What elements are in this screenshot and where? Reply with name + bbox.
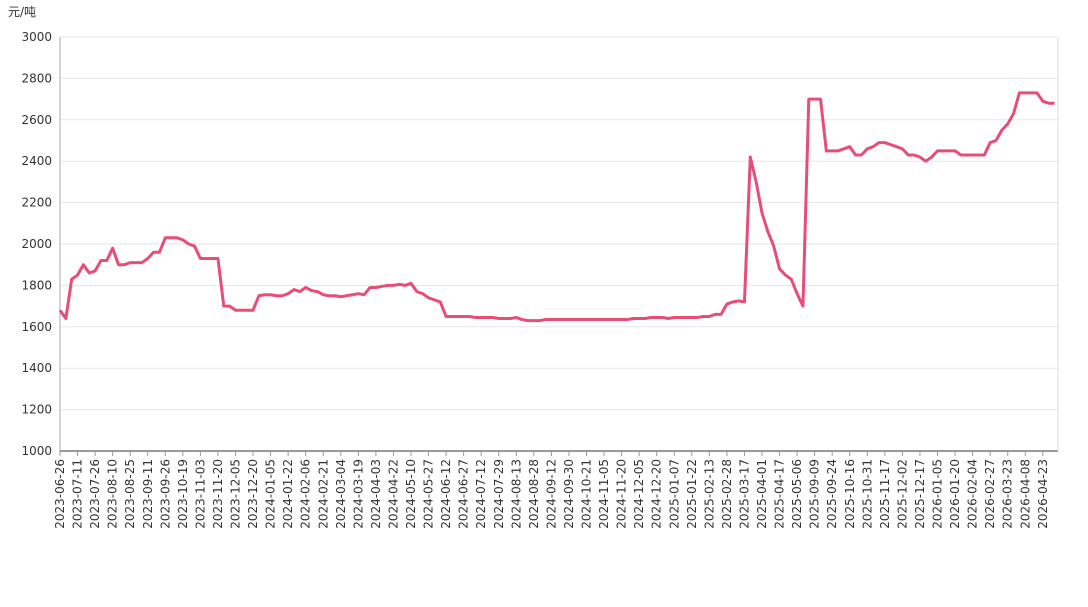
x-tick-label: 2025-09-09 [808,459,822,529]
x-tick-label: 2025-10-16 [843,459,857,529]
y-tick-label: 1200 [21,403,52,417]
x-tick-label: 2024-05-27 [422,459,436,529]
x-tick-label: 2024-08-13 [509,459,523,529]
x-tick-label: 2024-12-05 [632,459,646,529]
y-tick-label: 2000 [21,237,52,251]
x-tick-label: 2026-04-23 [1036,459,1050,529]
x-tick-label: 2024-02-21 [316,459,330,529]
x-tick-label: 2024-11-05 [597,459,611,529]
x-tick-label: 2024-06-12 [439,459,453,529]
x-tick-label: 2025-01-07 [667,459,681,529]
x-tick-label: 2023-08-25 [123,459,137,529]
y-tick-label: 2200 [21,196,52,210]
x-tick-label: 2024-03-19 [351,459,365,529]
x-tick-label: 2026-02-04 [966,459,980,529]
x-tick-label: 2025-03-17 [737,459,751,529]
x-tick-label: 2026-01-20 [948,459,962,529]
x-tick-label: 2025-11-17 [878,459,892,529]
x-tick-label: 2023-09-11 [141,459,155,529]
x-tick-label: 2023-11-20 [211,459,225,529]
x-tick-label: 2025-02-28 [720,459,734,529]
x-tick-label: 2023-09-26 [158,459,172,529]
y-tick-label: 1400 [21,361,52,375]
y-axis-label: 元/吨 [8,5,36,19]
x-tick-label: 2024-09-30 [562,459,576,529]
x-tick-label: 2026-03-23 [1001,459,1015,529]
x-tick-label: 2025-09-24 [825,459,839,529]
x-tick-label: 2026-01-05 [931,459,945,529]
x-tick-label: 2025-12-02 [895,459,909,529]
x-tick-label: 2024-12-20 [650,459,664,529]
x-tick-label: 2023-07-26 [88,459,102,529]
x-tick-label: 2025-10-31 [860,459,874,529]
x-tick-label: 2023-10-19 [176,459,190,529]
y-tick-label: 2400 [21,154,52,168]
x-tick-label: 2024-09-12 [544,459,558,529]
x-tick-label: 2024-03-04 [334,459,348,529]
y-tick-label: 2600 [21,113,52,127]
x-tick-label: 2024-10-21 [580,459,594,529]
x-tick-label: 2023-07-11 [71,459,85,529]
x-tick-label: 2023-12-20 [246,459,260,529]
x-tick-label: 2024-07-29 [492,459,506,529]
x-tick-label: 2026-04-08 [1018,459,1032,529]
line [58,91,1055,323]
x-tick-label: 2025-04-01 [755,459,769,529]
x-tick-label: 2023-06-26 [53,459,67,529]
y-tick-label: 1600 [21,320,52,334]
y-tick-label: 3000 [21,30,52,44]
x-tick-label: 2025-05-06 [790,459,804,529]
x-tick-label: 2024-01-22 [281,459,295,529]
x-tick-label: 2024-01-05 [264,459,278,529]
x-tick-label: 2024-06-27 [457,459,471,529]
y-tick-label: 1800 [21,278,52,292]
x-tick-label: 2023-11-03 [193,459,207,529]
y-tick-label: 1000 [21,444,52,458]
x-tick-label: 2025-02-13 [702,459,716,529]
x-tick-label: 2025-12-17 [913,459,927,529]
x-tick-label: 2024-05-10 [404,459,418,529]
x-tick-label: 2025-01-22 [685,459,699,529]
y-tick-label: 2800 [21,71,52,85]
x-tick-label: 2024-04-03 [369,459,383,529]
x-tick-label: 2024-11-20 [615,459,629,529]
x-tick-label: 2023-12-05 [229,459,243,529]
x-tick-label: 2024-04-22 [386,459,400,529]
x-tick-label: 2023-08-10 [106,459,120,529]
x-tick-label: 2025-04-17 [773,459,787,529]
x-tick-label: 2024-07-12 [474,459,488,529]
x-tick-label: 2024-08-28 [527,459,541,529]
x-tick-label: 2026-02-27 [983,459,997,529]
x-tick-label: 2024-02-06 [299,459,313,529]
